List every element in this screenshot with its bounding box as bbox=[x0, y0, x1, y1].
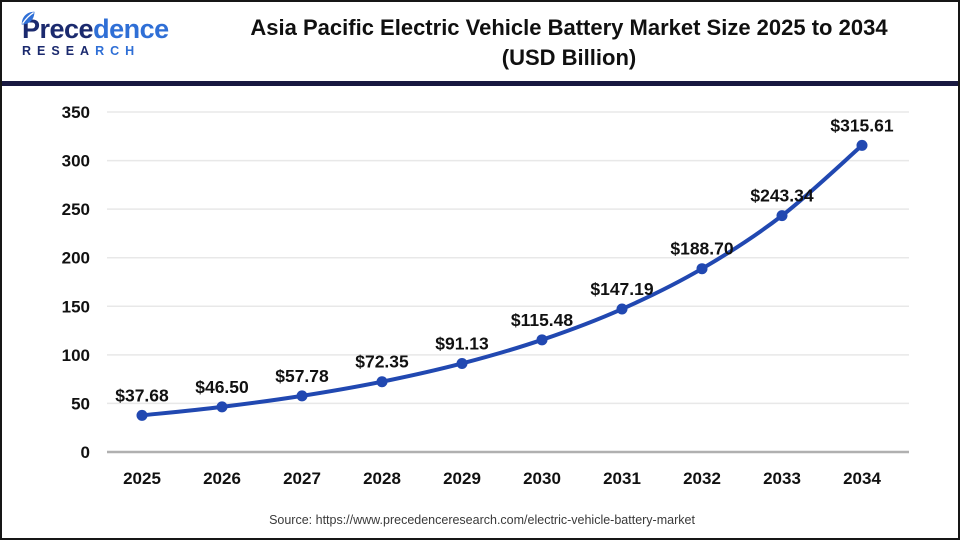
source-citation: Source: https://www.precedenceresearch.c… bbox=[269, 513, 695, 527]
y-tick-label: 150 bbox=[62, 297, 90, 316]
x-tick-label: 2028 bbox=[363, 469, 401, 488]
line-chart: 0 50 100 150 200 250 300 350 2025 2026 2027 2028 202… bbox=[62, 103, 909, 488]
x-tick-label: 2030 bbox=[523, 469, 561, 488]
y-tick-label: 100 bbox=[62, 346, 90, 365]
brand-subtitle: RESEARCH bbox=[22, 44, 180, 58]
series-line bbox=[140, 143, 864, 418]
data-point-label: $243.34 bbox=[750, 186, 814, 206]
y-tick-label: 50 bbox=[71, 394, 90, 413]
data-point bbox=[456, 357, 468, 369]
data-point-label: $115.48 bbox=[511, 310, 574, 330]
data-point bbox=[376, 376, 388, 388]
x-tick-label: 2026 bbox=[203, 469, 241, 488]
x-tick-label: 2027 bbox=[283, 469, 321, 488]
x-tick-label: 2032 bbox=[683, 469, 721, 488]
page-title-line1: Asia Pacific Electric Vehicle Battery Ma… bbox=[250, 15, 888, 40]
y-tick-label: 200 bbox=[62, 249, 90, 268]
header: Precedence RESEARCH Asia Pacific Electri… bbox=[2, 2, 958, 86]
data-point bbox=[696, 263, 708, 275]
x-tick-label: 2034 bbox=[843, 469, 881, 488]
data-point-label: $315.61 bbox=[830, 115, 894, 135]
y-tick-label: 350 bbox=[62, 103, 90, 122]
data-point-label: $91.13 bbox=[435, 333, 489, 353]
page-title-line2: (USD Billion) bbox=[501, 44, 637, 70]
brand-logo: Precedence RESEARCH bbox=[2, 2, 180, 58]
y-tick-label: 300 bbox=[62, 152, 90, 171]
brand-name-dark: Prece bbox=[22, 14, 94, 44]
data-point-label: $188.70 bbox=[670, 239, 734, 259]
data-point bbox=[216, 401, 228, 413]
data-point-label: $72.35 bbox=[355, 352, 409, 372]
data-point bbox=[776, 210, 788, 222]
y-tick-label: 250 bbox=[62, 200, 90, 219]
x-tick-label: 2031 bbox=[603, 469, 641, 488]
x-tick-label: 2029 bbox=[443, 469, 481, 488]
data-point-label: $46.50 bbox=[195, 377, 249, 397]
brand-name: Precedence bbox=[22, 15, 180, 43]
data-point bbox=[616, 303, 628, 315]
data-point bbox=[536, 334, 548, 346]
y-tick-label: 0 bbox=[81, 443, 90, 462]
brand-subtitle-light: RCH bbox=[95, 44, 141, 59]
brand-subtitle-dark: RESEA bbox=[22, 44, 96, 59]
data-point-label: $37.68 bbox=[115, 385, 169, 405]
data-point bbox=[136, 409, 148, 421]
data-point bbox=[296, 390, 308, 402]
data-point-label: $57.78 bbox=[275, 366, 329, 386]
x-tick-label: 2025 bbox=[123, 469, 161, 488]
title-block: Asia Pacific Electric Vehicle Battery Ma… bbox=[180, 2, 958, 72]
x-tick-label: 2033 bbox=[763, 469, 801, 488]
brand-name-light: dence bbox=[93, 14, 169, 44]
data-point bbox=[856, 139, 868, 151]
chart-area: 0 50 100 150 200 250 300 350 2025 2026 2027 2028 202… bbox=[2, 86, 958, 538]
data-point-label: $147.19 bbox=[590, 279, 654, 299]
